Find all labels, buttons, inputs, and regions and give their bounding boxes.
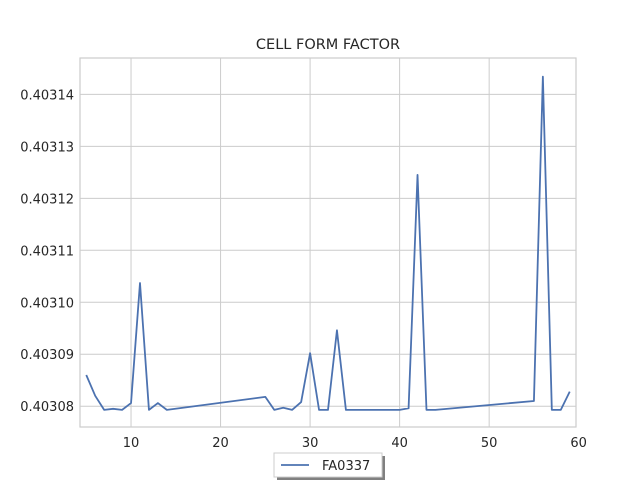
x-tick-label: 10	[123, 436, 140, 451]
y-tick-labels: 0.40308 0.40309 0.40310 0.40311 0.40312 0.403…	[20, 88, 74, 415]
chart-title: CELL FORM FACTOR	[256, 37, 400, 53]
x-tick-label: 40	[391, 436, 408, 451]
legend: FA0337	[273, 452, 385, 480]
y-tick-label: 0.40311	[20, 244, 74, 259]
plot-frame	[79, 57, 577, 428]
legend-label: FA0337	[322, 459, 370, 474]
x-tick-label: 50	[481, 436, 498, 451]
x-tick-labels: 10 20 30 40 50 60	[123, 436, 587, 451]
series-line	[85, 75, 571, 411]
y-tick-label: 0.40308	[20, 400, 74, 415]
y-tick-label: 0.40313	[20, 140, 74, 155]
x-tick-label: 60	[570, 436, 587, 451]
y-tick-label: 0.40309	[20, 348, 74, 363]
y-tick-label: 0.40312	[20, 192, 74, 207]
y-tick-label: 0.40314	[20, 88, 74, 103]
x-tick-label: 30	[302, 436, 319, 451]
y-tick-label: 0.40310	[20, 296, 74, 311]
series-lines	[85, 75, 571, 411]
grid	[80, 58, 576, 427]
x-tick-label: 20	[212, 436, 229, 451]
